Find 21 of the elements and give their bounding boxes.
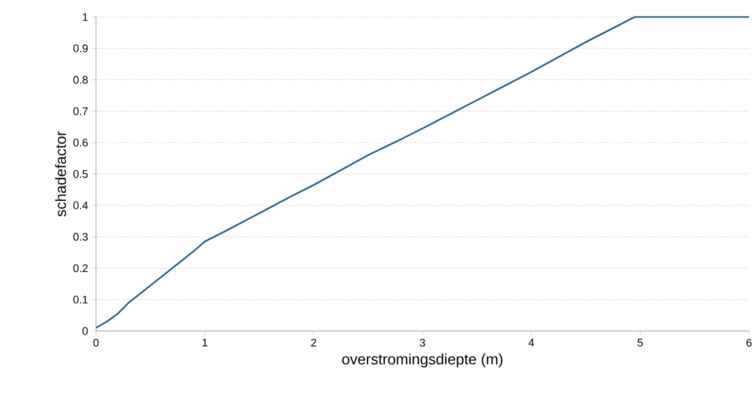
y-tick-label: 0.6	[73, 138, 88, 146]
y-tick-label: 0.2	[73, 264, 88, 272]
y-tick-label: 0.7	[73, 107, 88, 116]
line-series	[95, 16, 750, 329]
y-tick-label: 0.1	[73, 296, 88, 304]
x-tick-label: 5	[638, 338, 643, 346]
x-tick-label: 6	[746, 338, 752, 347]
x-axis-title: overstromingsdiepte (m)	[342, 353, 502, 368]
y-tick-label: 0.4	[73, 202, 88, 210]
y-tick-label: 0.9	[73, 44, 88, 52]
x-tick-label: 0	[93, 338, 99, 347]
x-tick-label: 1	[202, 338, 208, 346]
x-tick-label: 4	[528, 338, 534, 346]
x-tick-label: 3	[420, 338, 426, 347]
y-tick-label: 1	[82, 13, 88, 21]
y-tick-label: 0.3	[73, 232, 88, 241]
y-tick-label: 0.5	[73, 170, 88, 178]
y-tick-label: 0	[82, 327, 88, 335]
y-axis-title: schadefactor	[55, 131, 66, 217]
x-tick-label: 2	[311, 338, 316, 346]
y-tick-label: 0.8	[73, 76, 88, 84]
